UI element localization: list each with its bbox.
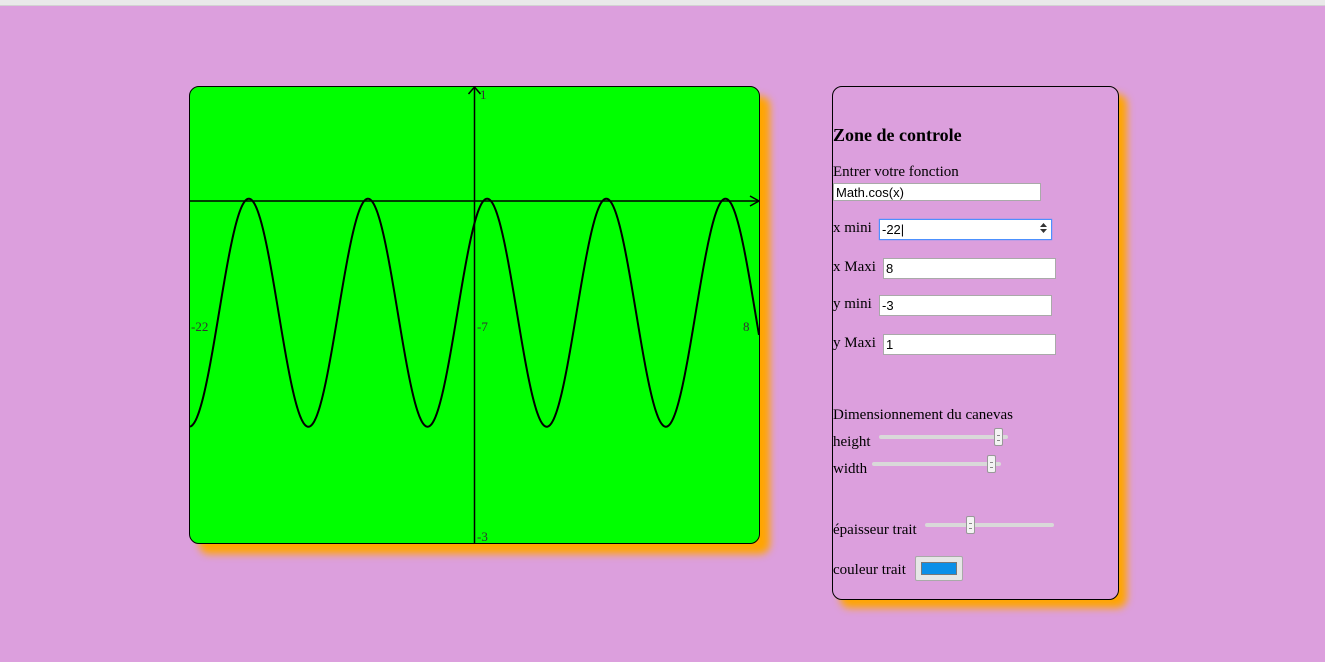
function-curve — [190, 197, 759, 428]
tick-label-x-min: -22 — [191, 319, 208, 334]
height-label: height — [833, 434, 871, 450]
width-label: width — [833, 461, 868, 477]
xmin-value: -22 — [882, 222, 901, 237]
color-picker-button[interactable] — [915, 556, 963, 581]
ymax-label: y Maxi — [833, 335, 876, 351]
text-caret: | — [900, 222, 905, 237]
height-slider[interactable] — [879, 428, 1008, 446]
y-axis-arrow-icon — [467, 87, 476, 95]
canvas-size-label: Dimensionnement du canevas — [833, 407, 1013, 423]
panel-title: Zone de controle — [833, 125, 962, 145]
tick-label-x-max: 8 — [743, 319, 750, 334]
x-axis-arrow-icon — [749, 195, 759, 202]
spinner-arrows-icon[interactable] — [1039, 221, 1048, 235]
thickness-slider[interactable] — [925, 516, 1054, 534]
tick-label-y-max: 1 — [480, 87, 487, 102]
thickness-label: épaisseur trait — [833, 522, 917, 538]
function-input[interactable]: Math.cos(x) — [833, 183, 1041, 201]
height-slider-track — [879, 435, 1008, 439]
color-swatch — [921, 562, 957, 575]
width-slider-track — [872, 462, 1001, 466]
ymax-input[interactable]: 1 — [883, 334, 1056, 355]
tick-label-x-mid: -7 — [477, 319, 488, 334]
height-slider-thumb[interactable] — [994, 428, 1003, 446]
width-slider[interactable] — [872, 455, 1001, 473]
xmax-label: x Maxi — [833, 259, 876, 275]
width-slider-thumb[interactable] — [987, 455, 996, 473]
control-panel: Zone de controle Entrer votre fonction M… — [832, 86, 1119, 600]
x-axis-arrow-icon — [749, 200, 759, 207]
browser-top-edge — [0, 0, 1325, 6]
plot-canvas: -22 -7 8 1 -3 — [189, 86, 760, 544]
xmin-input[interactable]: -22| — [879, 219, 1052, 240]
function-label: Entrer votre fonction — [833, 164, 959, 180]
thickness-slider-thumb[interactable] — [966, 516, 975, 534]
ymin-input[interactable]: -3 — [879, 295, 1052, 316]
plot-svg: -22 -7 8 1 -3 — [190, 87, 759, 543]
thickness-slider-track — [925, 523, 1054, 527]
color-label: couleur trait — [833, 562, 906, 578]
xmin-label: x mini — [833, 220, 872, 236]
axes — [190, 87, 759, 543]
ymin-label: y mini — [833, 296, 872, 312]
y-axis-arrow-icon — [473, 87, 482, 95]
tick-label-y-min: -3 — [477, 529, 488, 543]
xmax-input[interactable]: 8 — [883, 258, 1056, 279]
